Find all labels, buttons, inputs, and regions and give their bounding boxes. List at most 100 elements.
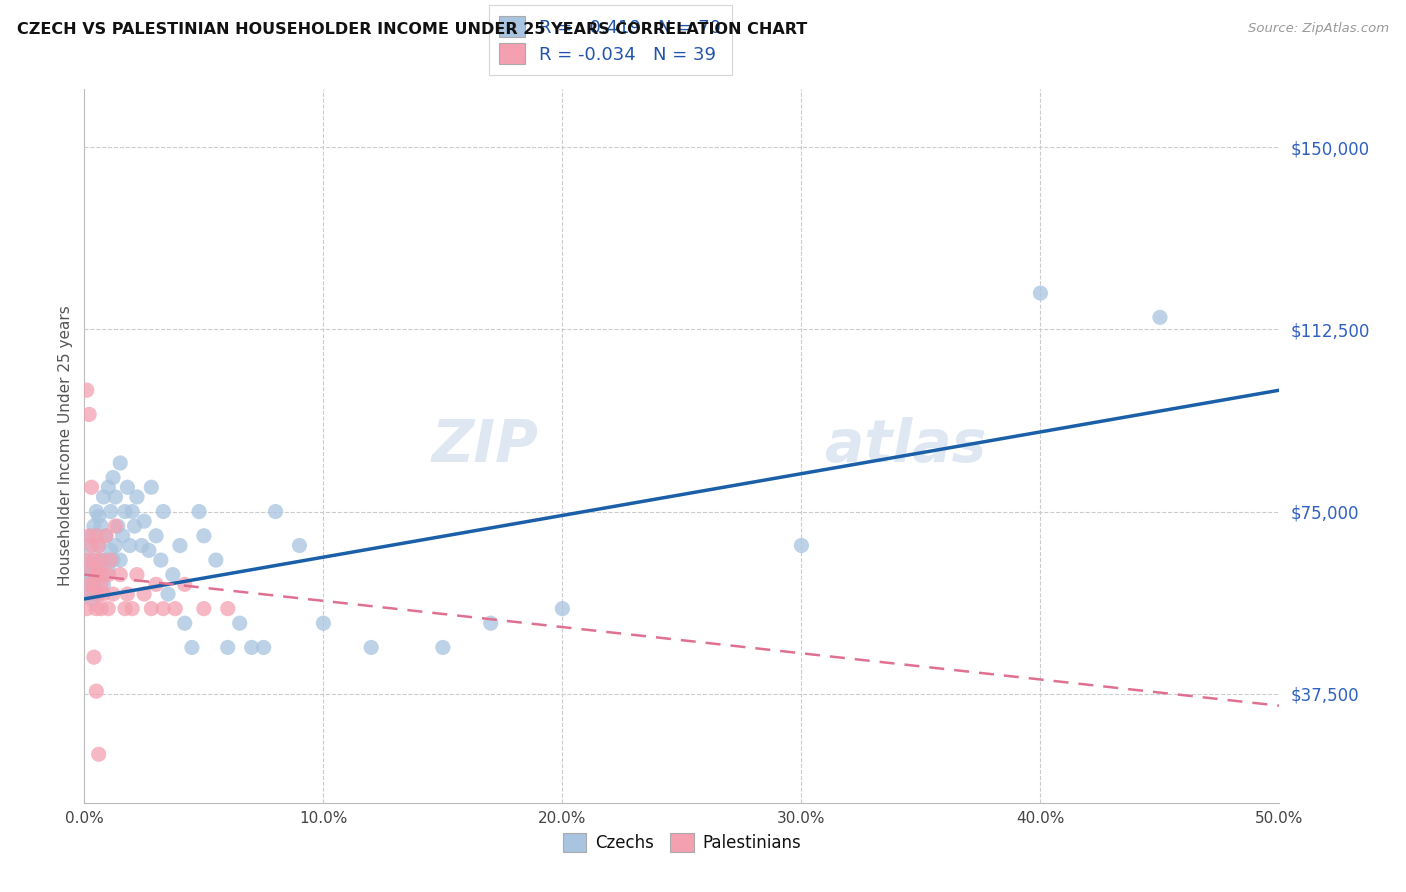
- Point: [132, 514, 156, 528]
- Point: [145, 529, 167, 543]
- Point: [100, 553, 122, 567]
- Point: [76, 553, 98, 567]
- Point: [1029, 286, 1052, 301]
- Point: [77, 587, 100, 601]
- Point: [149, 553, 172, 567]
- Point: [86, 587, 108, 601]
- Point: [479, 616, 502, 631]
- Point: [551, 601, 574, 615]
- Point: [93, 567, 115, 582]
- Point: [152, 601, 174, 615]
- Point: [86, 601, 108, 615]
- Point: [86, 558, 108, 572]
- Point: [110, 553, 132, 567]
- Point: [77, 529, 100, 543]
- Point: [121, 601, 143, 615]
- Point: [288, 539, 311, 553]
- Point: [80, 563, 103, 577]
- Point: [94, 553, 117, 567]
- Point: [114, 504, 136, 518]
- Point: [104, 519, 127, 533]
- Point: [87, 747, 110, 762]
- Point: [790, 539, 813, 553]
- Point: [90, 553, 112, 567]
- Point: [93, 490, 115, 504]
- Point: [77, 408, 100, 422]
- Point: [90, 519, 112, 533]
- Text: ZIP: ZIP: [432, 417, 538, 475]
- Point: [90, 553, 112, 567]
- Point: [114, 601, 136, 615]
- Point: [131, 539, 153, 553]
- Point: [162, 567, 184, 582]
- Point: [86, 684, 108, 698]
- Point: [141, 601, 163, 615]
- Point: [77, 539, 100, 553]
- Point: [193, 529, 215, 543]
- Point: [107, 519, 129, 533]
- Point: [77, 577, 100, 591]
- Point: [83, 650, 105, 665]
- Point: [117, 480, 139, 494]
- Point: [101, 553, 124, 567]
- Y-axis label: Householder Income Under 25 years: Householder Income Under 25 years: [58, 306, 73, 586]
- Point: [97, 567, 120, 582]
- Point: [432, 640, 454, 655]
- Point: [83, 577, 105, 591]
- Point: [94, 529, 117, 543]
- Point: [76, 553, 98, 567]
- Point: [83, 519, 105, 533]
- Point: [93, 577, 115, 591]
- Point: [86, 567, 108, 582]
- Point: [169, 539, 191, 553]
- Point: [205, 553, 228, 567]
- Point: [90, 601, 112, 615]
- Legend: Czechs, Palestinians: Czechs, Palestinians: [557, 826, 807, 859]
- Point: [100, 504, 122, 518]
- Point: [104, 490, 127, 504]
- Point: [87, 563, 110, 577]
- Point: [124, 519, 146, 533]
- Text: Source: ZipAtlas.com: Source: ZipAtlas.com: [1249, 22, 1389, 36]
- Text: atlas: atlas: [825, 417, 987, 475]
- Point: [101, 587, 124, 601]
- Point: [132, 587, 156, 601]
- Point: [360, 640, 382, 655]
- Point: [111, 529, 134, 543]
- Point: [181, 640, 204, 655]
- Point: [80, 529, 103, 543]
- Point: [104, 539, 127, 553]
- Point: [86, 504, 108, 518]
- Point: [110, 456, 132, 470]
- Point: [312, 616, 335, 631]
- Point: [76, 601, 98, 615]
- Point: [165, 601, 187, 615]
- Point: [1149, 310, 1171, 325]
- Point: [145, 577, 167, 591]
- Point: [80, 591, 103, 606]
- Point: [110, 567, 132, 582]
- Point: [80, 480, 103, 494]
- Point: [264, 504, 287, 518]
- Point: [141, 480, 163, 494]
- Point: [173, 577, 195, 591]
- Point: [76, 383, 98, 397]
- Point: [94, 529, 117, 543]
- Point: [229, 616, 252, 631]
- Point: [138, 543, 160, 558]
- Point: [77, 563, 100, 577]
- Point: [173, 616, 195, 631]
- Point: [90, 577, 112, 591]
- Point: [101, 470, 124, 484]
- Point: [217, 601, 239, 615]
- Point: [80, 539, 103, 553]
- Point: [87, 509, 110, 524]
- Point: [86, 529, 108, 543]
- Point: [152, 504, 174, 518]
- Point: [97, 480, 120, 494]
- Point: [80, 587, 103, 601]
- Point: [125, 490, 148, 504]
- Point: [121, 504, 143, 518]
- Point: [97, 601, 120, 615]
- Point: [76, 577, 98, 591]
